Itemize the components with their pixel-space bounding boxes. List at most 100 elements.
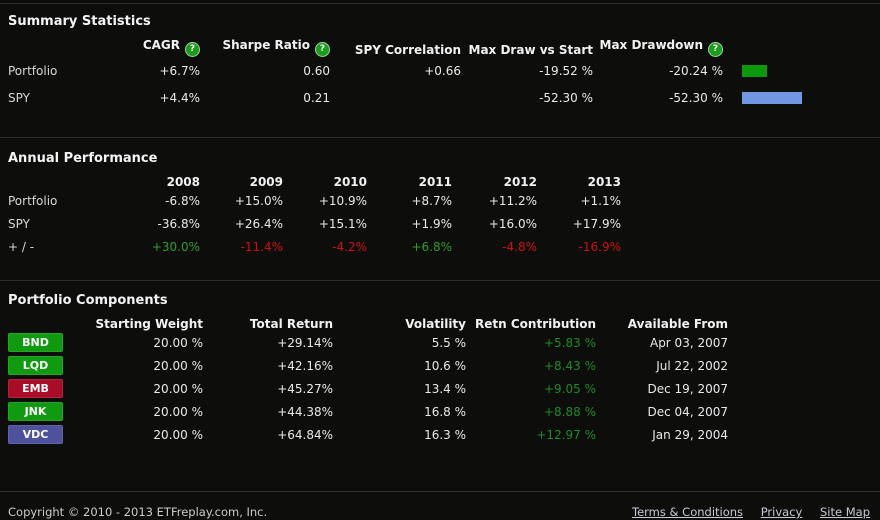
footer-links: Terms & Conditions Privacy Site Map — [618, 505, 870, 519]
annual-diff-value: +6.8% — [411, 239, 452, 254]
ticker-badge-jnk[interactable]: JNK — [8, 402, 63, 421]
available-from-value: Jan 29, 2004 — [652, 427, 728, 442]
table-row: LQD 20.00 % +42.16% 10.6 % +8.43 % Jul 2… — [8, 354, 880, 377]
table-row: + / - +30.0% -11.4% -4.2% +6.8% -4.8% -1… — [8, 235, 880, 258]
portfolio-max-drawdown-value: -20.24 % — [669, 63, 723, 78]
starting-weight-value: 20.00 % — [153, 358, 203, 373]
portfolio-spy-correlation-value: +0.66 — [424, 63, 461, 78]
table-row: BND 20.00 % +29.14% 5.5 % +5.83 % Apr 03… — [8, 331, 880, 354]
volatility-value: 13.4 % — [424, 381, 466, 396]
annual-value: +15.1% — [318, 216, 367, 231]
copyright-text: Copyright © 2010 - 2013 ETFreplay.com, I… — [8, 505, 268, 519]
summary-col-cagr: CAGR? — [140, 30, 200, 57]
annual-diff-value: -11.4% — [240, 239, 283, 254]
footer: Copyright © 2010 - 2013 ETFreplay.com, I… — [0, 491, 880, 519]
spy-max-drawdown-value: -52.30 % — [669, 90, 723, 105]
portfolio-components-title: Portfolio Components — [8, 293, 168, 308]
summary-col-spy-correlation: SPY Correlation — [354, 43, 461, 57]
summary-row-label-spy: SPY — [8, 90, 30, 105]
annual-performance-section: Annual Performance 2008 2009 2010 2011 2… — [0, 137, 880, 280]
available-from-value: Dec 19, 2007 — [647, 381, 728, 396]
table-row: Portfolio +6.7% 0.60 +0.66 -19.52 % -20.… — [8, 57, 880, 84]
year-header: 2010 — [333, 175, 367, 189]
starting-weight-value: 20.00 % — [153, 335, 203, 350]
ticker-badge-bnd[interactable]: BND — [8, 333, 63, 352]
starting-weight-value: 20.00 % — [153, 381, 203, 396]
summary-col-sharpe: Sharpe Ratio? — [200, 30, 330, 57]
annual-diff-value: -4.8% — [502, 239, 537, 254]
retn-contribution-value: +8.88 % — [544, 404, 596, 419]
volatility-value: 5.5 % — [431, 335, 466, 350]
cagr-header-label: CAGR — [142, 38, 180, 52]
table-row: Portfolio -6.8% +15.0% +10.9% +8.7% +11.… — [8, 189, 880, 212]
summary-statistics-table: CAGR? Sharpe Ratio? SPY Correlation Max … — [8, 30, 880, 111]
annual-value: +11.2% — [488, 193, 537, 208]
year-header: 2011 — [418, 175, 452, 189]
table-row: SPY -36.8% +26.4% +15.1% +1.9% +16.0% +1… — [8, 212, 880, 235]
summary-statistics-title: Summary Statistics — [8, 14, 151, 29]
annual-performance-table: 2008 2009 2010 2011 2012 2013 Portfolio … — [8, 167, 880, 258]
annual-value: +15.0% — [234, 193, 283, 208]
annual-diff-value: -4.2% — [332, 239, 367, 254]
spy-bar-cell — [723, 84, 880, 111]
spy-max-draw-vs-start-value: -52.30 % — [539, 90, 593, 105]
available-from-value: Apr 03, 2007 — [649, 335, 728, 350]
summary-header-row: CAGR? Sharpe Ratio? SPY Correlation Max … — [8, 30, 880, 57]
annual-col-empty — [8, 167, 140, 189]
starting-weight-value: 20.00 % — [153, 427, 203, 442]
total-return-value: +44.38% — [277, 404, 333, 419]
annual-value: +8.7% — [411, 193, 452, 208]
annual-value: +1.9% — [411, 216, 452, 231]
terms-and-conditions-link[interactable]: Terms & Conditions — [632, 505, 744, 519]
privacy-link[interactable]: Privacy — [760, 505, 803, 519]
ticker-badge-lqd[interactable]: LQD — [8, 356, 63, 375]
retn-contribution-value: +8.43 % — [544, 358, 596, 373]
volatility-value: 10.6 % — [424, 358, 466, 373]
annual-diff-value: +30.0% — [151, 239, 200, 254]
portfolio-bar-cell — [723, 57, 880, 84]
site-map-link[interactable]: Site Map — [819, 505, 870, 519]
total-return-value: +42.16% — [277, 358, 333, 373]
help-icon[interactable]: ? — [185, 42, 200, 57]
total-return-value: +29.14% — [277, 335, 333, 350]
retn-contribution-value: +12.97 % — [536, 427, 596, 442]
annual-row-label-portfolio: Portfolio — [8, 193, 58, 208]
help-icon[interactable]: ? — [315, 42, 330, 57]
sharpe-header-label: Sharpe Ratio — [222, 38, 310, 52]
total-return-value: +64.84% — [277, 427, 333, 442]
components-col-retn-contribution: Retn Contribution — [475, 317, 596, 331]
components-col-filler — [728, 309, 880, 331]
table-row: VDC 20.00 % +64.84% 16.3 % +12.97 % Jan … — [8, 423, 880, 446]
annual-value: +16.0% — [488, 216, 537, 231]
annual-row-label-spy: SPY — [8, 216, 30, 231]
spy-cagr-value: +4.4% — [159, 90, 200, 105]
portfolio-max-draw-vs-start-value: -19.52 % — [539, 63, 593, 78]
total-return-value: +45.27% — [277, 381, 333, 396]
summary-col-max-drawdown: Max Drawdown? — [593, 30, 723, 57]
components-col-starting-weight: Starting Weight — [95, 317, 203, 331]
annual-value: +17.9% — [572, 216, 621, 231]
spy-sharpe-value: 0.21 — [303, 90, 330, 105]
spy-spy-correlation-value — [330, 84, 461, 111]
help-icon[interactable]: ? — [708, 42, 723, 57]
annual-value: -36.8% — [157, 216, 200, 231]
portfolio-sharpe-value: 0.60 — [303, 63, 330, 78]
year-header: 2009 — [249, 175, 283, 189]
ticker-badge-emb[interactable]: EMB — [8, 379, 63, 398]
max-drawdown-bar-portfolio — [742, 65, 767, 77]
ticker-badge-vdc[interactable]: VDC — [8, 425, 63, 444]
annual-value: -6.8% — [165, 193, 200, 208]
annual-diff-value: -16.9% — [578, 239, 621, 254]
retn-contribution-value: +9.05 % — [544, 381, 596, 396]
components-header-row: Starting Weight Total Return Volatility … — [8, 309, 880, 331]
annual-header-row: 2008 2009 2010 2011 2012 2013 — [8, 167, 880, 189]
retn-contribution-value: +5.83 % — [544, 335, 596, 350]
components-col-total-return: Total Return — [249, 317, 333, 331]
annual-value: +26.4% — [234, 216, 283, 231]
summary-statistics-section: Summary Statistics CAGR? Sharpe Ratio? S… — [0, 14, 880, 137]
year-header: 2008 — [166, 175, 200, 189]
annual-performance-title: Annual Performance — [8, 151, 158, 166]
components-col-ticker — [8, 309, 71, 331]
portfolio-components-section: Portfolio Components Starting Weight Tot… — [0, 280, 880, 491]
portfolio-components-table: Starting Weight Total Return Volatility … — [8, 309, 880, 446]
